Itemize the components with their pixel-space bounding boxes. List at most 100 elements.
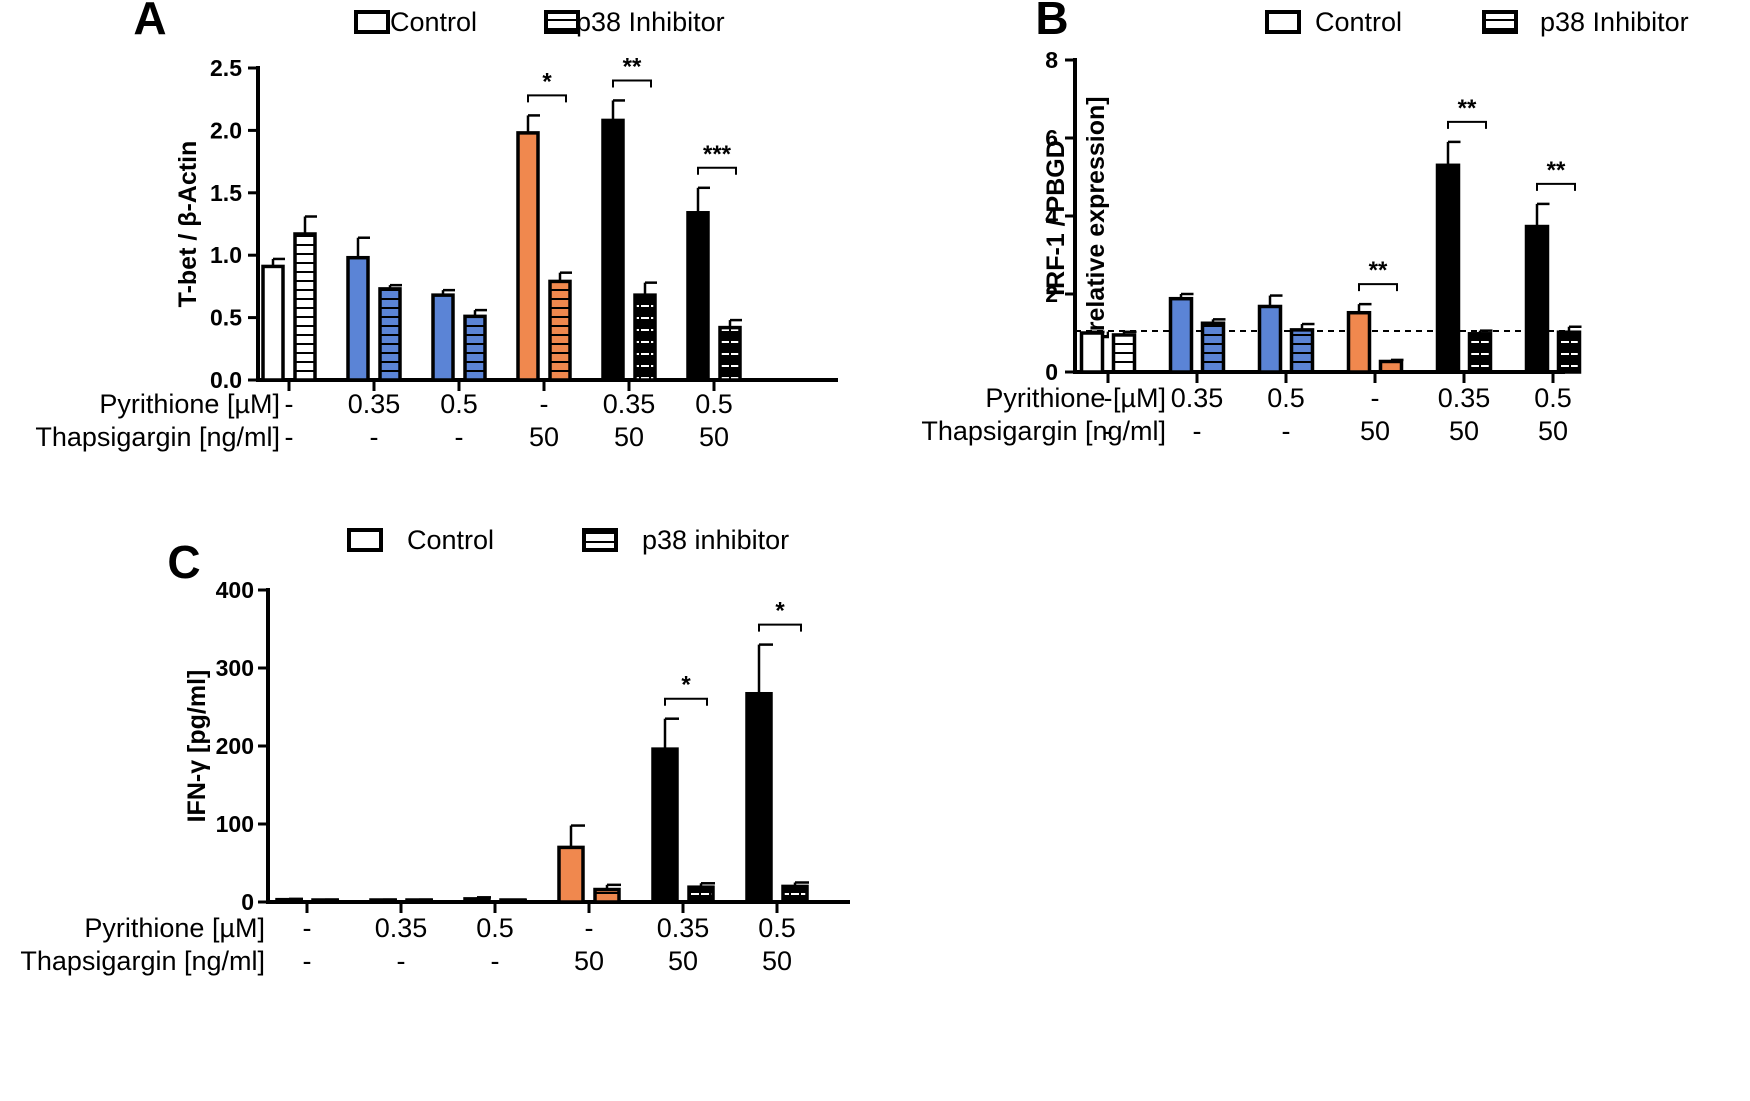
significance-bracket [697, 166, 737, 175]
condition-row-label: Thapsigargin [ng/ml] [35, 422, 280, 452]
p38-inhibitor-bar [548, 279, 572, 382]
condition-row-label: Pyrithione [µM] [985, 383, 1166, 413]
control-bar [431, 293, 455, 382]
condition-value: 50 [574, 946, 604, 976]
control-bar [1524, 224, 1550, 374]
control-bar [1168, 296, 1194, 374]
significance-bracket [527, 94, 567, 103]
control-bar [1346, 310, 1372, 374]
legend-swatch [544, 10, 580, 34]
y-tick-label: 1.0 [210, 242, 242, 268]
p38-inhibitor-bar [781, 884, 809, 904]
condition-value: 50 [1538, 416, 1568, 446]
y-tick-label: 0.5 [210, 305, 242, 331]
control-bar [261, 264, 285, 382]
legend-swatch [354, 10, 390, 34]
legend-entry: Control [407, 525, 494, 555]
p38-inhibitor-bar [311, 898, 339, 904]
condition-value: 0.5 [758, 913, 796, 943]
significance-label: ** [1458, 95, 1477, 122]
condition-value: - [285, 422, 294, 452]
control-bar [651, 747, 679, 904]
significance-bracket [612, 79, 652, 88]
panel-letter: B [1035, 0, 1068, 44]
p38-inhibitor-bar [718, 325, 742, 382]
condition-value: - [303, 913, 312, 943]
y-tick-label: 2 [1045, 281, 1058, 307]
condition-value: 0.35 [1438, 383, 1491, 413]
condition-value: 50 [762, 946, 792, 976]
control-bar [463, 897, 491, 904]
condition-value: - [455, 422, 464, 452]
panel-letter: C [167, 536, 200, 588]
significance-label: ** [623, 53, 642, 80]
condition-value: - [1104, 416, 1113, 446]
significance-label: ** [1369, 257, 1388, 284]
condition-value: 50 [529, 422, 559, 452]
significance-bracket [1447, 120, 1487, 129]
y-tick-label: 300 [216, 655, 254, 681]
condition-value: 0.5 [695, 389, 733, 419]
y-tick-label: 0 [1045, 359, 1058, 385]
y-tick-label: 2.0 [210, 117, 242, 143]
condition-value: - [370, 422, 379, 452]
condition-row-label: Pyrithione [µM] [99, 389, 280, 419]
significance-label: *** [703, 141, 732, 168]
condition-row-label: Pyrithione [µM] [84, 913, 265, 943]
condition-value: 0.5 [1267, 383, 1305, 413]
p38-inhibitor-bar [293, 232, 317, 382]
p38-inhibitor-bar [499, 898, 527, 904]
p38-inhibitor-bar [1289, 328, 1315, 374]
significance-bracket [758, 623, 802, 632]
y-axis-title: IRF-1 / PBGD [1042, 140, 1070, 296]
condition-value: - [585, 913, 594, 943]
control-bar [1079, 331, 1105, 374]
condition-value: 0.35 [603, 389, 656, 419]
condition-value: - [540, 389, 549, 419]
y-tick-label: 1.5 [210, 180, 242, 206]
significance-label: * [681, 672, 691, 699]
condition-value: - [1104, 383, 1113, 413]
p38-inhibitor-bar [1111, 333, 1137, 374]
p38-inhibitor-bar [633, 293, 657, 382]
y-tick-label: 0.0 [210, 367, 242, 393]
condition-value: 0.35 [657, 913, 710, 943]
condition-value: 0.5 [440, 389, 478, 419]
condition-value: 50 [1449, 416, 1479, 446]
panel-a: A Control p38 Inhibitor 0.0 0.5 1.0 1.5 2.0 2.5 T… [35, 0, 838, 452]
condition-value: 0.35 [1171, 383, 1224, 413]
control-bar [516, 131, 540, 382]
legend-swatch [1265, 10, 1301, 34]
p38-inhibitor-bar [1556, 330, 1582, 374]
condition-value: 50 [614, 422, 644, 452]
y-tick-label: 200 [216, 733, 254, 759]
control-bar [686, 211, 710, 382]
significance-bracket [1358, 283, 1398, 292]
significance-label: * [775, 598, 785, 625]
legend-swatch [582, 528, 618, 552]
condition-value: - [397, 946, 406, 976]
condition-value: 50 [1360, 416, 1390, 446]
legend-entry: Control [1315, 7, 1402, 37]
legend-entry: Control [390, 7, 477, 37]
condition-value: - [1371, 383, 1380, 413]
control-bar [1257, 304, 1283, 374]
control-bar [346, 255, 370, 382]
y-tick-label: 400 [216, 577, 254, 603]
p38-inhibitor-bar [463, 314, 487, 382]
significance-label: * [542, 68, 552, 95]
y-tick-label: 0 [241, 889, 254, 915]
y-tick-label: 6 [1045, 125, 1058, 151]
p38-inhibitor-bar [378, 287, 402, 382]
legend-entry: p38 inhibitor [642, 525, 789, 555]
y-tick-label: 2.5 [210, 55, 242, 81]
y-tick-label: 4 [1045, 203, 1058, 229]
y-axis-title: IFN-γ [pg/ml] [183, 670, 211, 823]
p38-inhibitor-bar [593, 887, 621, 904]
condition-value: - [491, 946, 500, 976]
y-axis-title: T-bet / β-Actin [174, 141, 202, 308]
p38-inhibitor-bar [1200, 321, 1226, 374]
panel-b: B Control p38 Inhibitor 0 2 4 6 8 IRF-1 / PBGD [r… [921, 0, 1688, 446]
control-bar [557, 845, 585, 904]
